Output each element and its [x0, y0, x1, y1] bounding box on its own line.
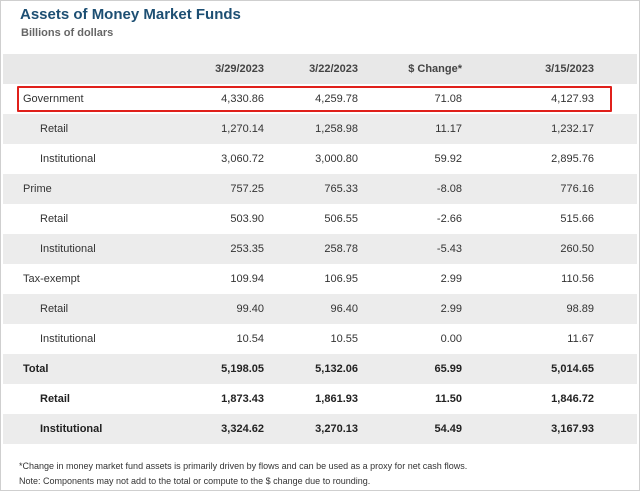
- row-label: Retail: [40, 303, 69, 315]
- cell-value: 515.66: [560, 213, 594, 225]
- table-row-total: Institutional 3,324.62 3,270.13 54.49 3,…: [3, 414, 637, 444]
- cell-value: 776.16: [560, 183, 594, 195]
- cell-value: 106.95: [324, 273, 358, 285]
- cell-value: -2.66: [436, 213, 462, 225]
- row-label: Institutional: [40, 153, 96, 165]
- cell-value: 3,060.72: [221, 153, 264, 165]
- column-header: 3/29/2023: [215, 63, 264, 75]
- column-header: 3/15/2023: [545, 63, 594, 75]
- cell-value: 1,846.72: [551, 393, 594, 405]
- row-label: Retail: [40, 393, 70, 405]
- cell-value: 11.17: [435, 123, 462, 135]
- row-label: Institutional: [40, 243, 96, 255]
- cell-value: 109.94: [230, 273, 264, 285]
- cell-value: 110.56: [561, 273, 594, 285]
- cell-value: 765.33: [324, 183, 358, 195]
- row-label: Institutional: [40, 333, 96, 345]
- table-row: Institutional 10.54 10.55 0.00 11.67: [3, 324, 637, 354]
- row-label: Tax-exempt: [23, 273, 80, 285]
- cell-value: 253.35: [230, 243, 264, 255]
- table-row: Government 4,330.86 4,259.78 71.08 4,127…: [3, 84, 637, 114]
- cell-value: -8.08: [436, 183, 462, 195]
- column-header: $ Change*: [408, 63, 462, 75]
- cell-value: 2.99: [440, 303, 462, 315]
- cell-value: 260.50: [560, 243, 594, 255]
- cell-value: 3,167.93: [551, 423, 594, 435]
- cell-value: 54.49: [434, 423, 462, 435]
- footnote-change: *Change in money market fund assets is p…: [19, 461, 468, 471]
- cell-value: 98.89: [566, 303, 594, 315]
- cell-value: 1,232.17: [551, 123, 594, 135]
- table-row: Institutional 253.35 258.78 -5.43 260.50: [3, 234, 637, 264]
- table-row-total: Retail 1,873.43 1,861.93 11.50 1,846.72: [3, 384, 637, 414]
- cell-value: 3,324.62: [221, 423, 264, 435]
- table-header-row: 3/29/2023 3/22/2023 $ Change* 3/15/2023: [3, 54, 637, 84]
- cell-value: 99.40: [236, 303, 264, 315]
- row-label: Institutional: [40, 423, 103, 435]
- cell-value: 10.55: [330, 333, 358, 345]
- row-label: Retail: [40, 213, 69, 225]
- row-label: Retail: [40, 123, 69, 135]
- table-row: Retail 1,270.14 1,258.98 11.17 1,232.17: [3, 114, 637, 144]
- cell-value: 503.90: [230, 213, 264, 225]
- cell-value: 258.78: [324, 243, 358, 255]
- cell-value: 1,873.43: [221, 393, 264, 405]
- cell-value: 5,132.06: [315, 363, 358, 375]
- cell-value: 11.67: [567, 333, 594, 345]
- cell-value: 4,259.78: [315, 93, 358, 105]
- cell-value: 4,127.93: [551, 93, 594, 105]
- cell-value: 59.92: [434, 153, 462, 165]
- row-label: Total: [23, 363, 49, 375]
- row-label: Prime: [23, 183, 52, 195]
- cell-value: 0.00: [440, 333, 462, 345]
- cell-value: 757.25: [230, 183, 264, 195]
- cell-value: 5,198.05: [221, 363, 264, 375]
- cell-value: 1,270.14: [221, 123, 264, 135]
- table-row: Retail 503.90 506.55 -2.66 515.66: [3, 204, 637, 234]
- row-label: Government: [23, 93, 84, 105]
- cell-value: 1,861.93: [315, 393, 358, 405]
- cell-value: 3,000.80: [315, 153, 358, 165]
- cell-value: 10.54: [236, 333, 264, 345]
- cell-value: 2,895.76: [551, 153, 594, 165]
- table-row: Institutional 3,060.72 3,000.80 59.92 2,…: [3, 144, 637, 174]
- cell-value: 2.99: [440, 273, 462, 285]
- table-row: Prime 757.25 765.33 -8.08 776.16: [3, 174, 637, 204]
- table-row: Tax-exempt 109.94 106.95 2.99 110.56: [3, 264, 637, 294]
- cell-value: -5.43: [436, 243, 462, 255]
- page-subtitle: Billions of dollars: [21, 27, 114, 39]
- page-title: Assets of Money Market Funds: [20, 6, 241, 23]
- cell-value: 71.08: [434, 93, 462, 105]
- cell-value: 3,270.13: [315, 423, 358, 435]
- data-table: 3/29/2023 3/22/2023 $ Change* 3/15/2023 …: [3, 54, 637, 444]
- footnotes: *Change in money market fund assets is p…: [19, 459, 467, 489]
- cell-value: 4,330.86: [221, 93, 264, 105]
- footnote-rounding: Note: Components may not add to the tota…: [19, 476, 371, 486]
- cell-value: 5,014.65: [551, 363, 594, 375]
- cell-value: 96.40: [330, 303, 358, 315]
- cell-value: 506.55: [324, 213, 358, 225]
- column-header: 3/22/2023: [309, 63, 358, 75]
- cell-value: 65.99: [434, 363, 462, 375]
- table-row-total: Total 5,198.05 5,132.06 65.99 5,014.65: [3, 354, 637, 384]
- table-row: Retail 99.40 96.40 2.99 98.89: [3, 294, 637, 324]
- cell-value: 1,258.98: [315, 123, 358, 135]
- cell-value: 11.50: [435, 393, 462, 405]
- government-row-highlight: [17, 86, 612, 112]
